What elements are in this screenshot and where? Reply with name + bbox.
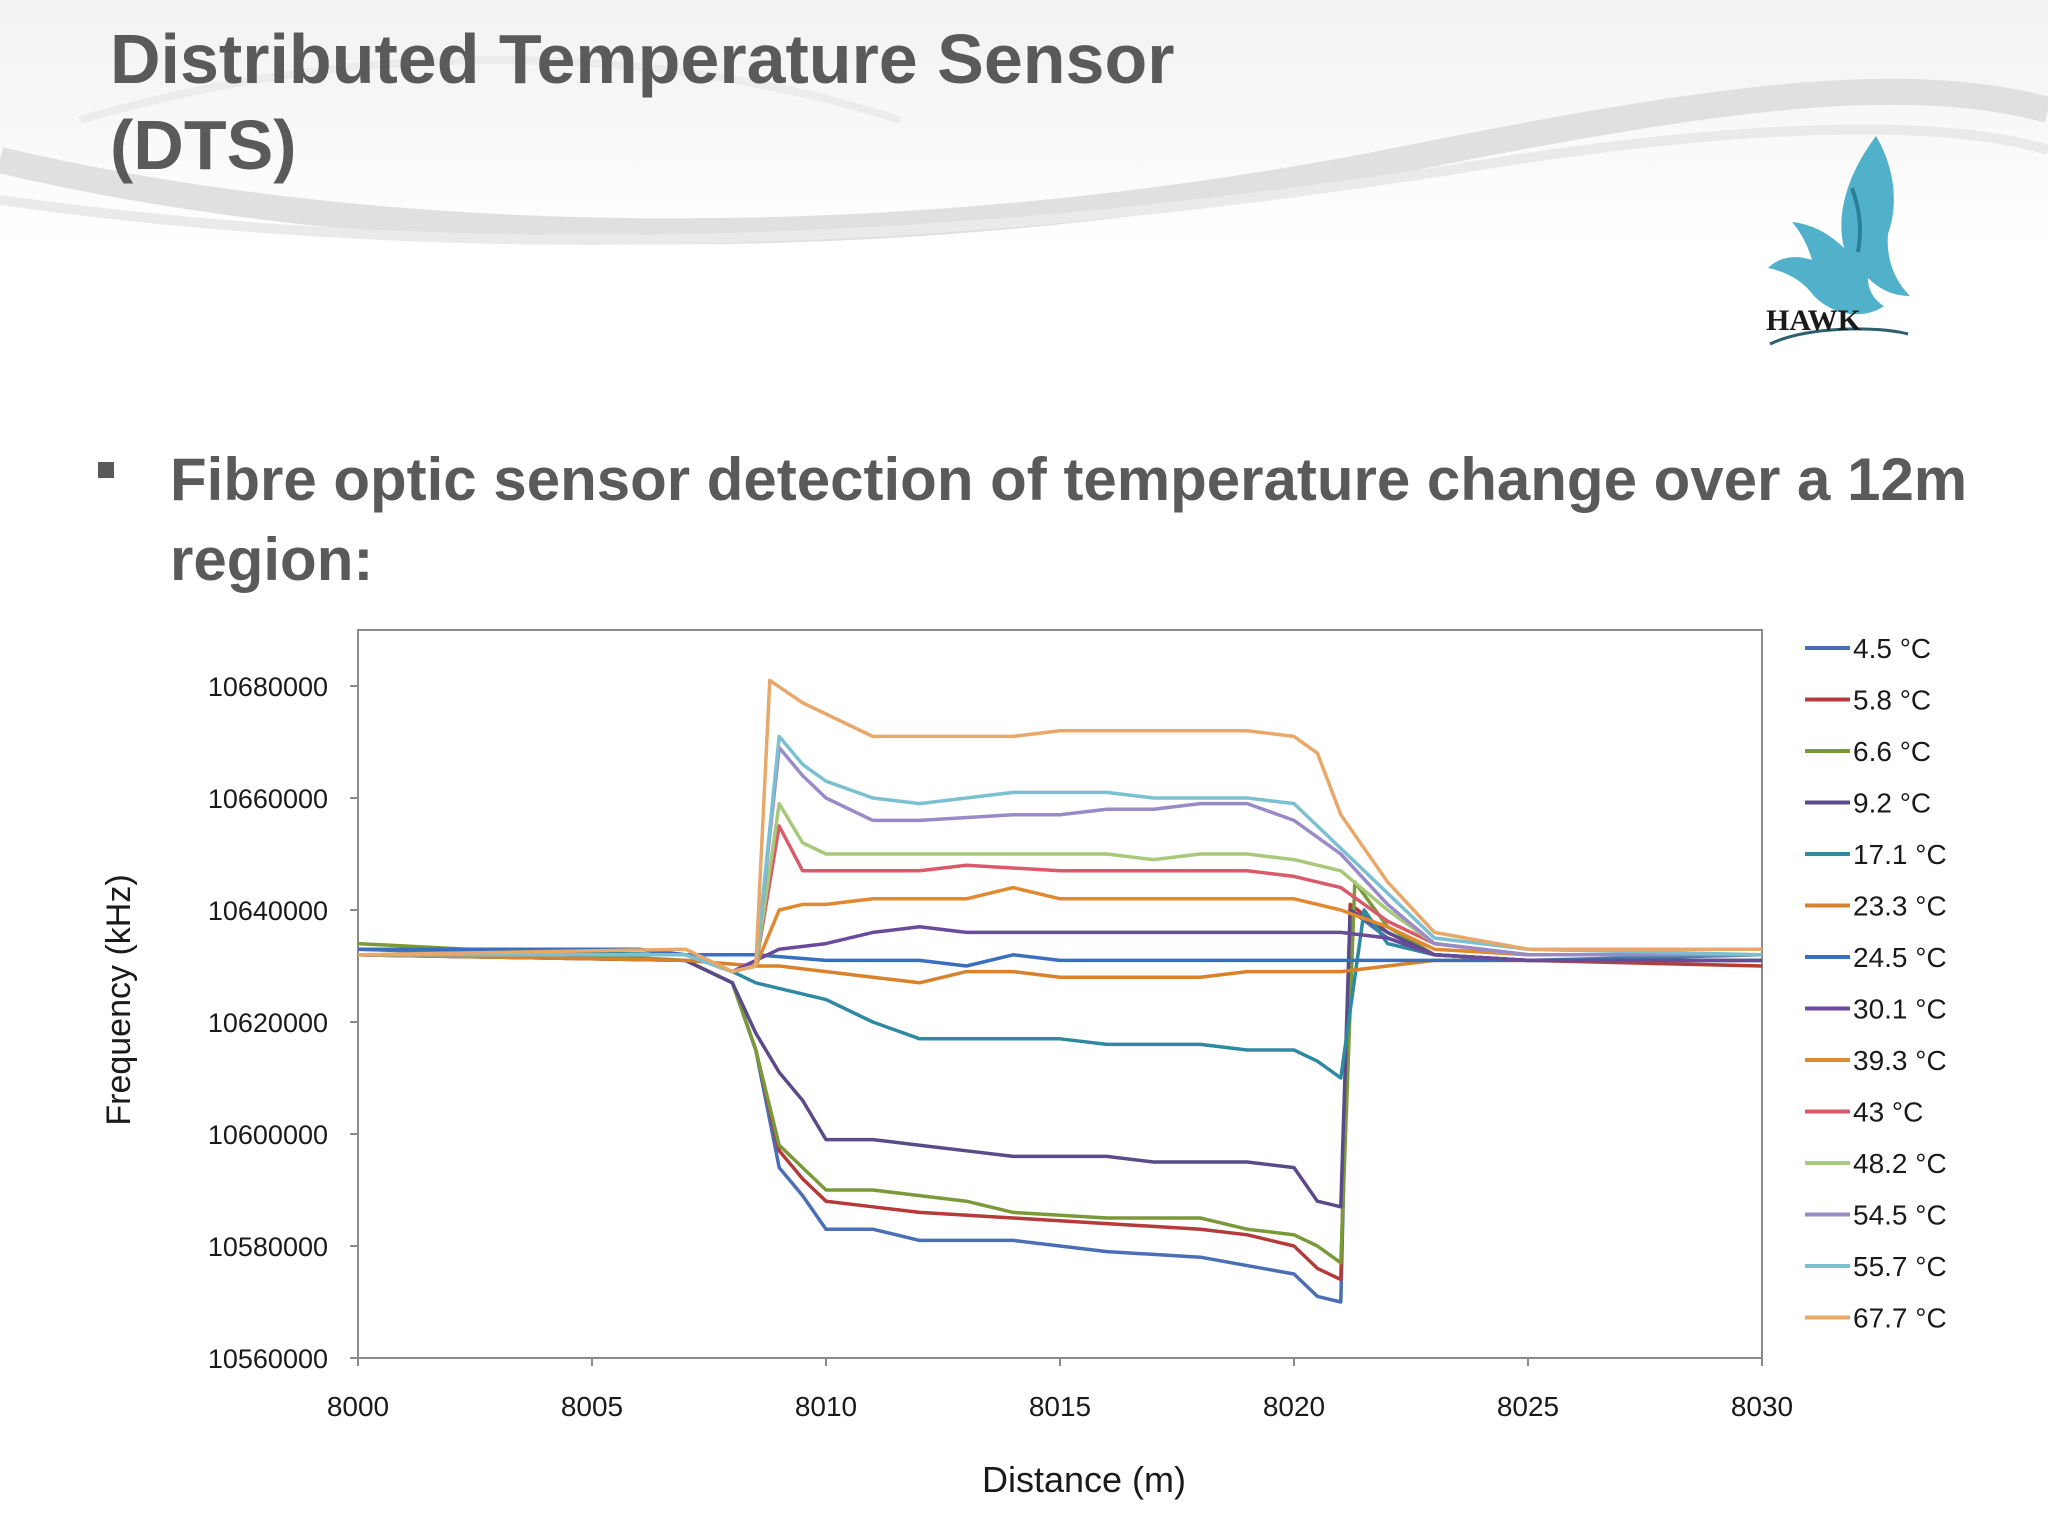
y-tick-label: 10620000: [208, 1008, 328, 1038]
legend-label: 55.7 °C: [1853, 1251, 1947, 1282]
legend-label: 24.5 °C: [1853, 942, 1947, 973]
x-tick-label: 8015: [1029, 1391, 1091, 1422]
y-tick-label: 10560000: [208, 1344, 328, 1374]
y-tick-label: 10640000: [208, 896, 328, 926]
series-line: [357, 678, 1762, 974]
header-swoosh-decoration: [0, 0, 2048, 250]
series-line: [358, 925, 1762, 974]
bullet-text: Fibre optic sensor detection of temperat…: [170, 446, 1968, 593]
legend-label: 54.5 °C: [1853, 1200, 1947, 1231]
legend-label: 67.7 °C: [1853, 1303, 1947, 1334]
x-tick-label: 8025: [1497, 1391, 1559, 1422]
y-axis-label: Frequency (kHz): [100, 874, 138, 1125]
legend-label: 23.3 °C: [1853, 891, 1947, 922]
slide-title-line-2: (DTS): [110, 106, 297, 184]
legend-label: 30.1 °C: [1853, 994, 1947, 1025]
x-tick-label: 8010: [795, 1391, 857, 1422]
slide-title: Distributed Temperature Sensor (DTS): [110, 16, 1175, 188]
legend-label: 39.3 °C: [1853, 1045, 1947, 1076]
series-line: [357, 908, 1763, 1080]
legend-label: 5.8 °C: [1853, 685, 1931, 716]
series-line: [357, 880, 1762, 1265]
legend-label: 6.6 °C: [1853, 736, 1931, 767]
y-tick-label: 10660000: [208, 784, 328, 814]
x-tick-label: 8020: [1263, 1391, 1325, 1422]
bullet-marker: [98, 462, 114, 478]
legend-label: 4.5 °C: [1853, 633, 1931, 664]
y-tick-label: 10580000: [208, 1232, 328, 1262]
hawk-logo-text: HAWK: [1766, 304, 1862, 337]
legend-label: 9.2 °C: [1853, 788, 1931, 819]
y-tick-label: 10680000: [208, 672, 328, 702]
x-tick-label: 8030: [1731, 1391, 1793, 1422]
x-tick-label: 8000: [327, 1391, 389, 1422]
x-axis-label: Distance (m): [982, 1459, 1186, 1500]
legend-label: 43 °C: [1853, 1097, 1923, 1128]
legend-label: 48.2 °C: [1853, 1148, 1947, 1179]
series-line: [358, 734, 1763, 974]
series-line: [357, 953, 1762, 985]
legend-label: 17.1 °C: [1853, 839, 1947, 870]
slide-title-line-1: Distributed Temperature Sensor: [110, 20, 1175, 98]
plot-area: [357, 629, 1763, 1359]
x-tick-label: 8005: [561, 1391, 623, 1422]
y-tick-label: 10600000: [208, 1120, 328, 1150]
hawk-logo: HAWK: [1766, 136, 1910, 346]
